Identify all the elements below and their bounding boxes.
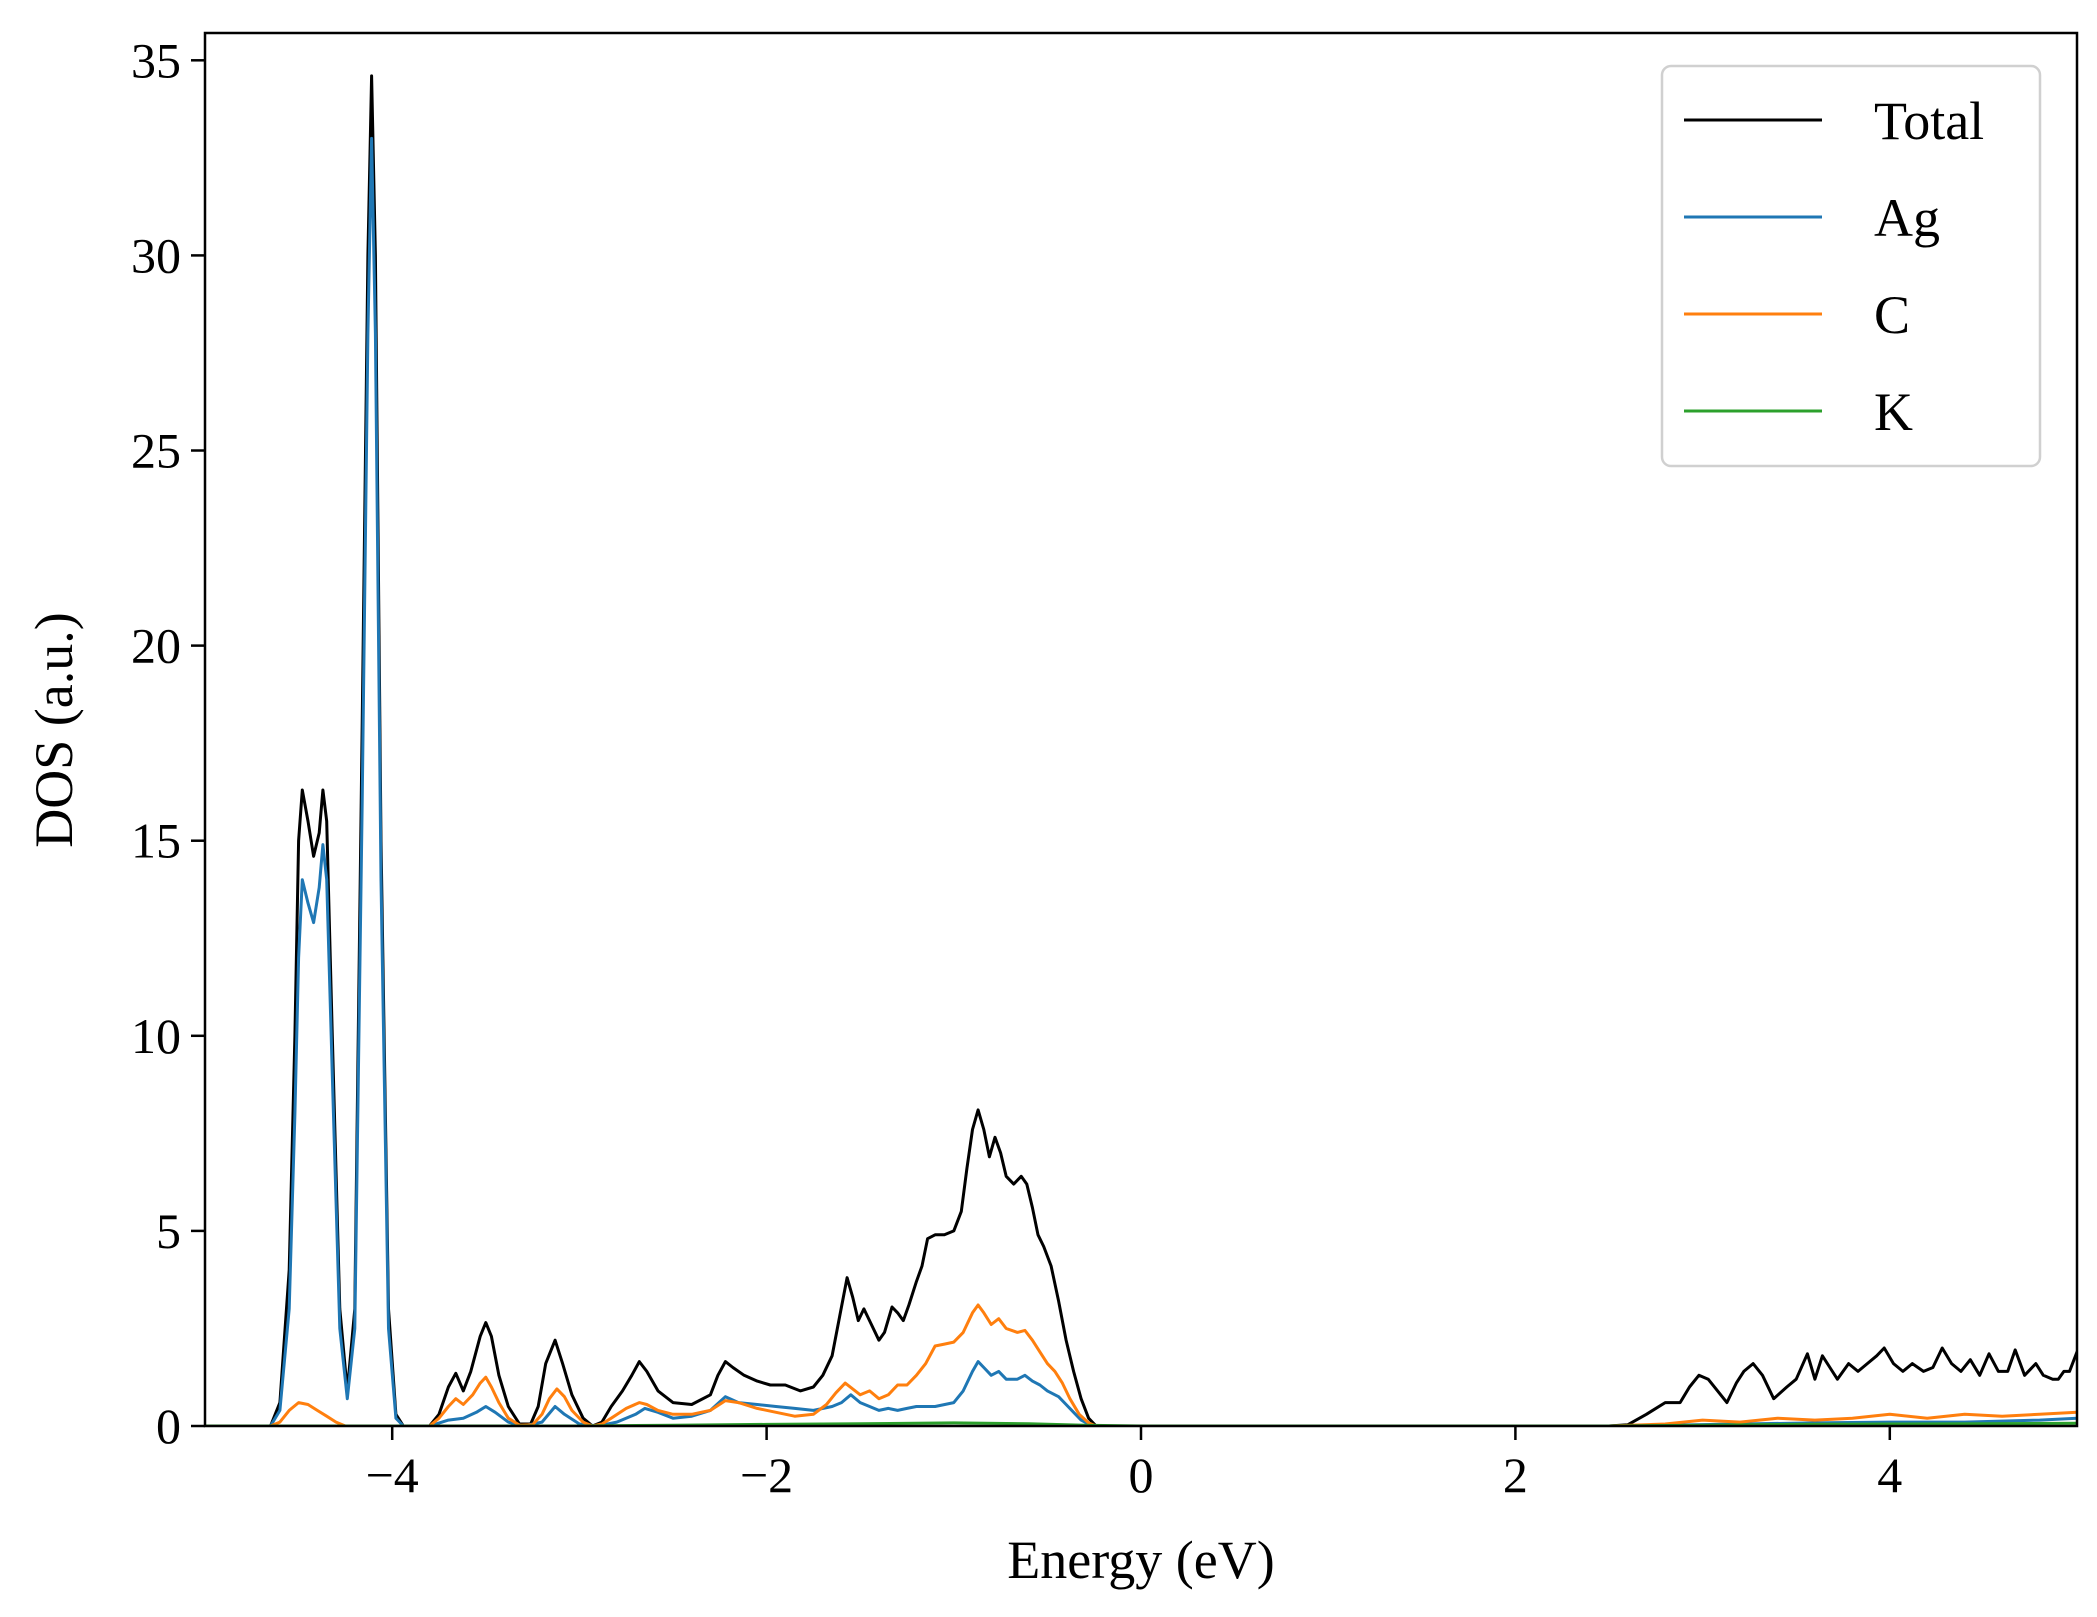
legend-label-k: K (1874, 382, 1913, 442)
legend: Total Ag CK (1660, 64, 2042, 468)
x-tick-label: 2 (1503, 1447, 1528, 1503)
legend-label-total: Total (1874, 91, 1984, 151)
y-axis-title: DOS (a.u.) (24, 612, 84, 847)
y-tick-label: 20 (131, 618, 181, 674)
x-tick-label: −4 (366, 1447, 419, 1503)
legend-label-ag: Ag (1874, 188, 1940, 248)
series-line-c (205, 1303, 2077, 1426)
y-axis: 0 5 10 15 20 25 30 35 (131, 32, 205, 1454)
x-tick-label: −2 (740, 1447, 793, 1503)
x-axis: −4 −2 0 2 4 (366, 1426, 1902, 1503)
x-axis-title: Energy (eV) (1007, 1530, 1274, 1590)
y-tick-label: 0 (156, 1398, 181, 1454)
series-line-ag (205, 136, 2077, 1426)
y-tick-label: 30 (131, 227, 181, 283)
legend-box (1660, 64, 2042, 468)
x-tick-label: 4 (1877, 1447, 1902, 1503)
y-tick-label: 35 (131, 32, 181, 88)
y-tick-label: 25 (131, 423, 181, 479)
series-line-total (205, 74, 2077, 1426)
y-tick-label: 15 (131, 813, 181, 869)
y-tick-label: 5 (156, 1203, 181, 1259)
x-tick-label: 0 (1129, 1447, 1154, 1503)
legend-label-c: C (1874, 285, 1910, 345)
y-tick-label: 10 (131, 1008, 181, 1064)
